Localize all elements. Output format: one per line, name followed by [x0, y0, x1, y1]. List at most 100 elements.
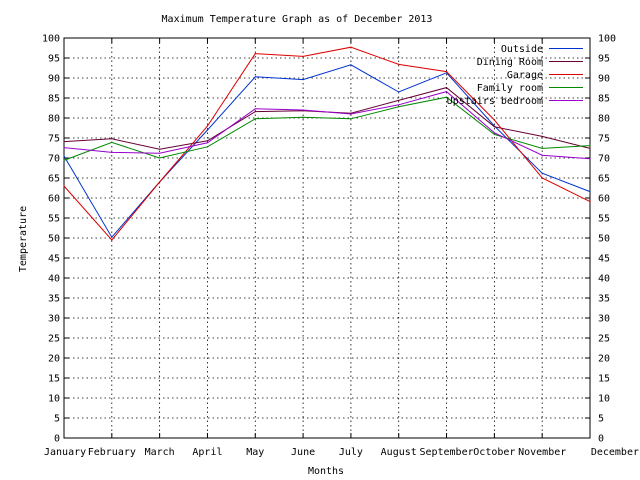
- data-point: [541, 154, 543, 156]
- data-point: [63, 185, 65, 187]
- x-tick-label: June: [291, 447, 315, 458]
- data-point: [254, 118, 256, 120]
- y-tick-label: 95: [48, 54, 60, 65]
- y-tick-label: 5: [54, 414, 60, 425]
- y2-tick-label: 45: [598, 254, 610, 265]
- x-axis-label: Months: [308, 466, 344, 477]
- y2-tick-label: 65: [598, 174, 610, 185]
- data-point: [541, 135, 543, 137]
- data-point: [350, 46, 352, 48]
- y-tick-label: 60: [48, 194, 60, 205]
- x-tick-label: October: [473, 447, 515, 458]
- data-point: [350, 118, 352, 120]
- data-point: [493, 119, 495, 121]
- y2-tick-label: 40: [598, 274, 610, 285]
- data-point: [302, 55, 304, 58]
- data-point: [206, 129, 209, 131]
- y-tick-label: 0: [54, 434, 60, 445]
- series-line: [63, 46, 591, 241]
- data-point: [206, 140, 209, 142]
- data-point: [254, 111, 256, 113]
- chart-title: Maximum Temperature Graph as of December…: [162, 14, 433, 25]
- y2-tick-label: 55: [598, 214, 610, 225]
- x-tick-label: December: [591, 447, 639, 458]
- data-point: [254, 76, 256, 78]
- data-point: [541, 147, 543, 149]
- y-tick-label: 20: [48, 354, 60, 365]
- y2-tick-label: 85: [598, 94, 610, 105]
- y-tick-label: 15: [48, 374, 60, 385]
- data-point: [493, 132, 495, 134]
- x-tick-label: November: [518, 447, 566, 458]
- y-tick-label: 85: [48, 94, 60, 105]
- y2-tick-label: 90: [598, 74, 610, 85]
- data-point: [445, 87, 448, 89]
- data-point: [254, 108, 256, 110]
- y-tick-label: 30: [48, 314, 60, 325]
- data-point: [589, 145, 591, 147]
- series-line: [63, 91, 591, 160]
- data-point: [589, 201, 591, 203]
- legend-label: Outside: [501, 44, 543, 55]
- data-point: [111, 239, 113, 241]
- data-point: [206, 142, 209, 144]
- series-lines: [63, 46, 591, 241]
- data-point: [398, 99, 400, 101]
- data-point: [206, 125, 209, 127]
- y2-tick-label: 20: [598, 354, 610, 365]
- y-tick-label: 100: [42, 34, 60, 45]
- y-tick-label: 35: [48, 294, 60, 305]
- y-tick-label: 50: [48, 234, 60, 245]
- data-point: [589, 158, 591, 160]
- data-point: [493, 133, 495, 135]
- y2-tick-label: 95: [598, 54, 610, 65]
- data-point: [63, 155, 65, 157]
- data-point: [350, 113, 352, 115]
- y-tick-label: 80: [48, 114, 60, 125]
- x-tick-label: April: [192, 447, 222, 458]
- legend-label: Garage: [507, 70, 543, 81]
- data-point: [398, 63, 400, 65]
- y-tick-label: 75: [48, 134, 60, 145]
- y-tick-label: 40: [48, 274, 60, 285]
- data-point: [159, 152, 161, 154]
- data-point: [302, 109, 304, 111]
- x-tick-label: January: [44, 447, 86, 458]
- data-point: [445, 91, 448, 93]
- y-tick-label: 10: [48, 394, 60, 405]
- data-point: [541, 177, 543, 179]
- data-point: [445, 71, 448, 73]
- grid: [64, 38, 590, 438]
- y2-tick-label: 75: [598, 134, 610, 145]
- data-point: [445, 96, 448, 98]
- data-point: [63, 147, 65, 149]
- data-point: [302, 79, 304, 81]
- data-point: [541, 172, 543, 174]
- data-point: [589, 191, 591, 193]
- x-tick-label: March: [145, 447, 175, 458]
- x-tick-label: May: [246, 447, 264, 458]
- y2-tick-label: 30: [598, 314, 610, 325]
- y2-tick-label: 25: [598, 334, 610, 345]
- data-point: [111, 236, 113, 238]
- y-tick-label: 25: [48, 334, 60, 345]
- x-tick-label: August: [381, 447, 417, 458]
- x-tick-label: July: [339, 447, 363, 458]
- y2-tick-label: 50: [598, 234, 610, 245]
- legend-label: Family room: [477, 83, 543, 94]
- data-point: [111, 141, 113, 143]
- y2-tick-label: 10: [598, 394, 610, 405]
- y2-tick-label: 5: [598, 414, 604, 425]
- data-point: [111, 138, 113, 140]
- data-point: [302, 116, 304, 118]
- legend-label: Dining Room: [477, 57, 543, 68]
- data-point: [206, 146, 209, 148]
- x-ticks: January February March April May June July Augu…: [44, 38, 639, 458]
- x-tick-label: September: [419, 447, 473, 458]
- data-point: [159, 181, 161, 183]
- data-point: [398, 104, 400, 106]
- data-point: [589, 147, 591, 149]
- y2-tick-label: 0: [598, 434, 604, 445]
